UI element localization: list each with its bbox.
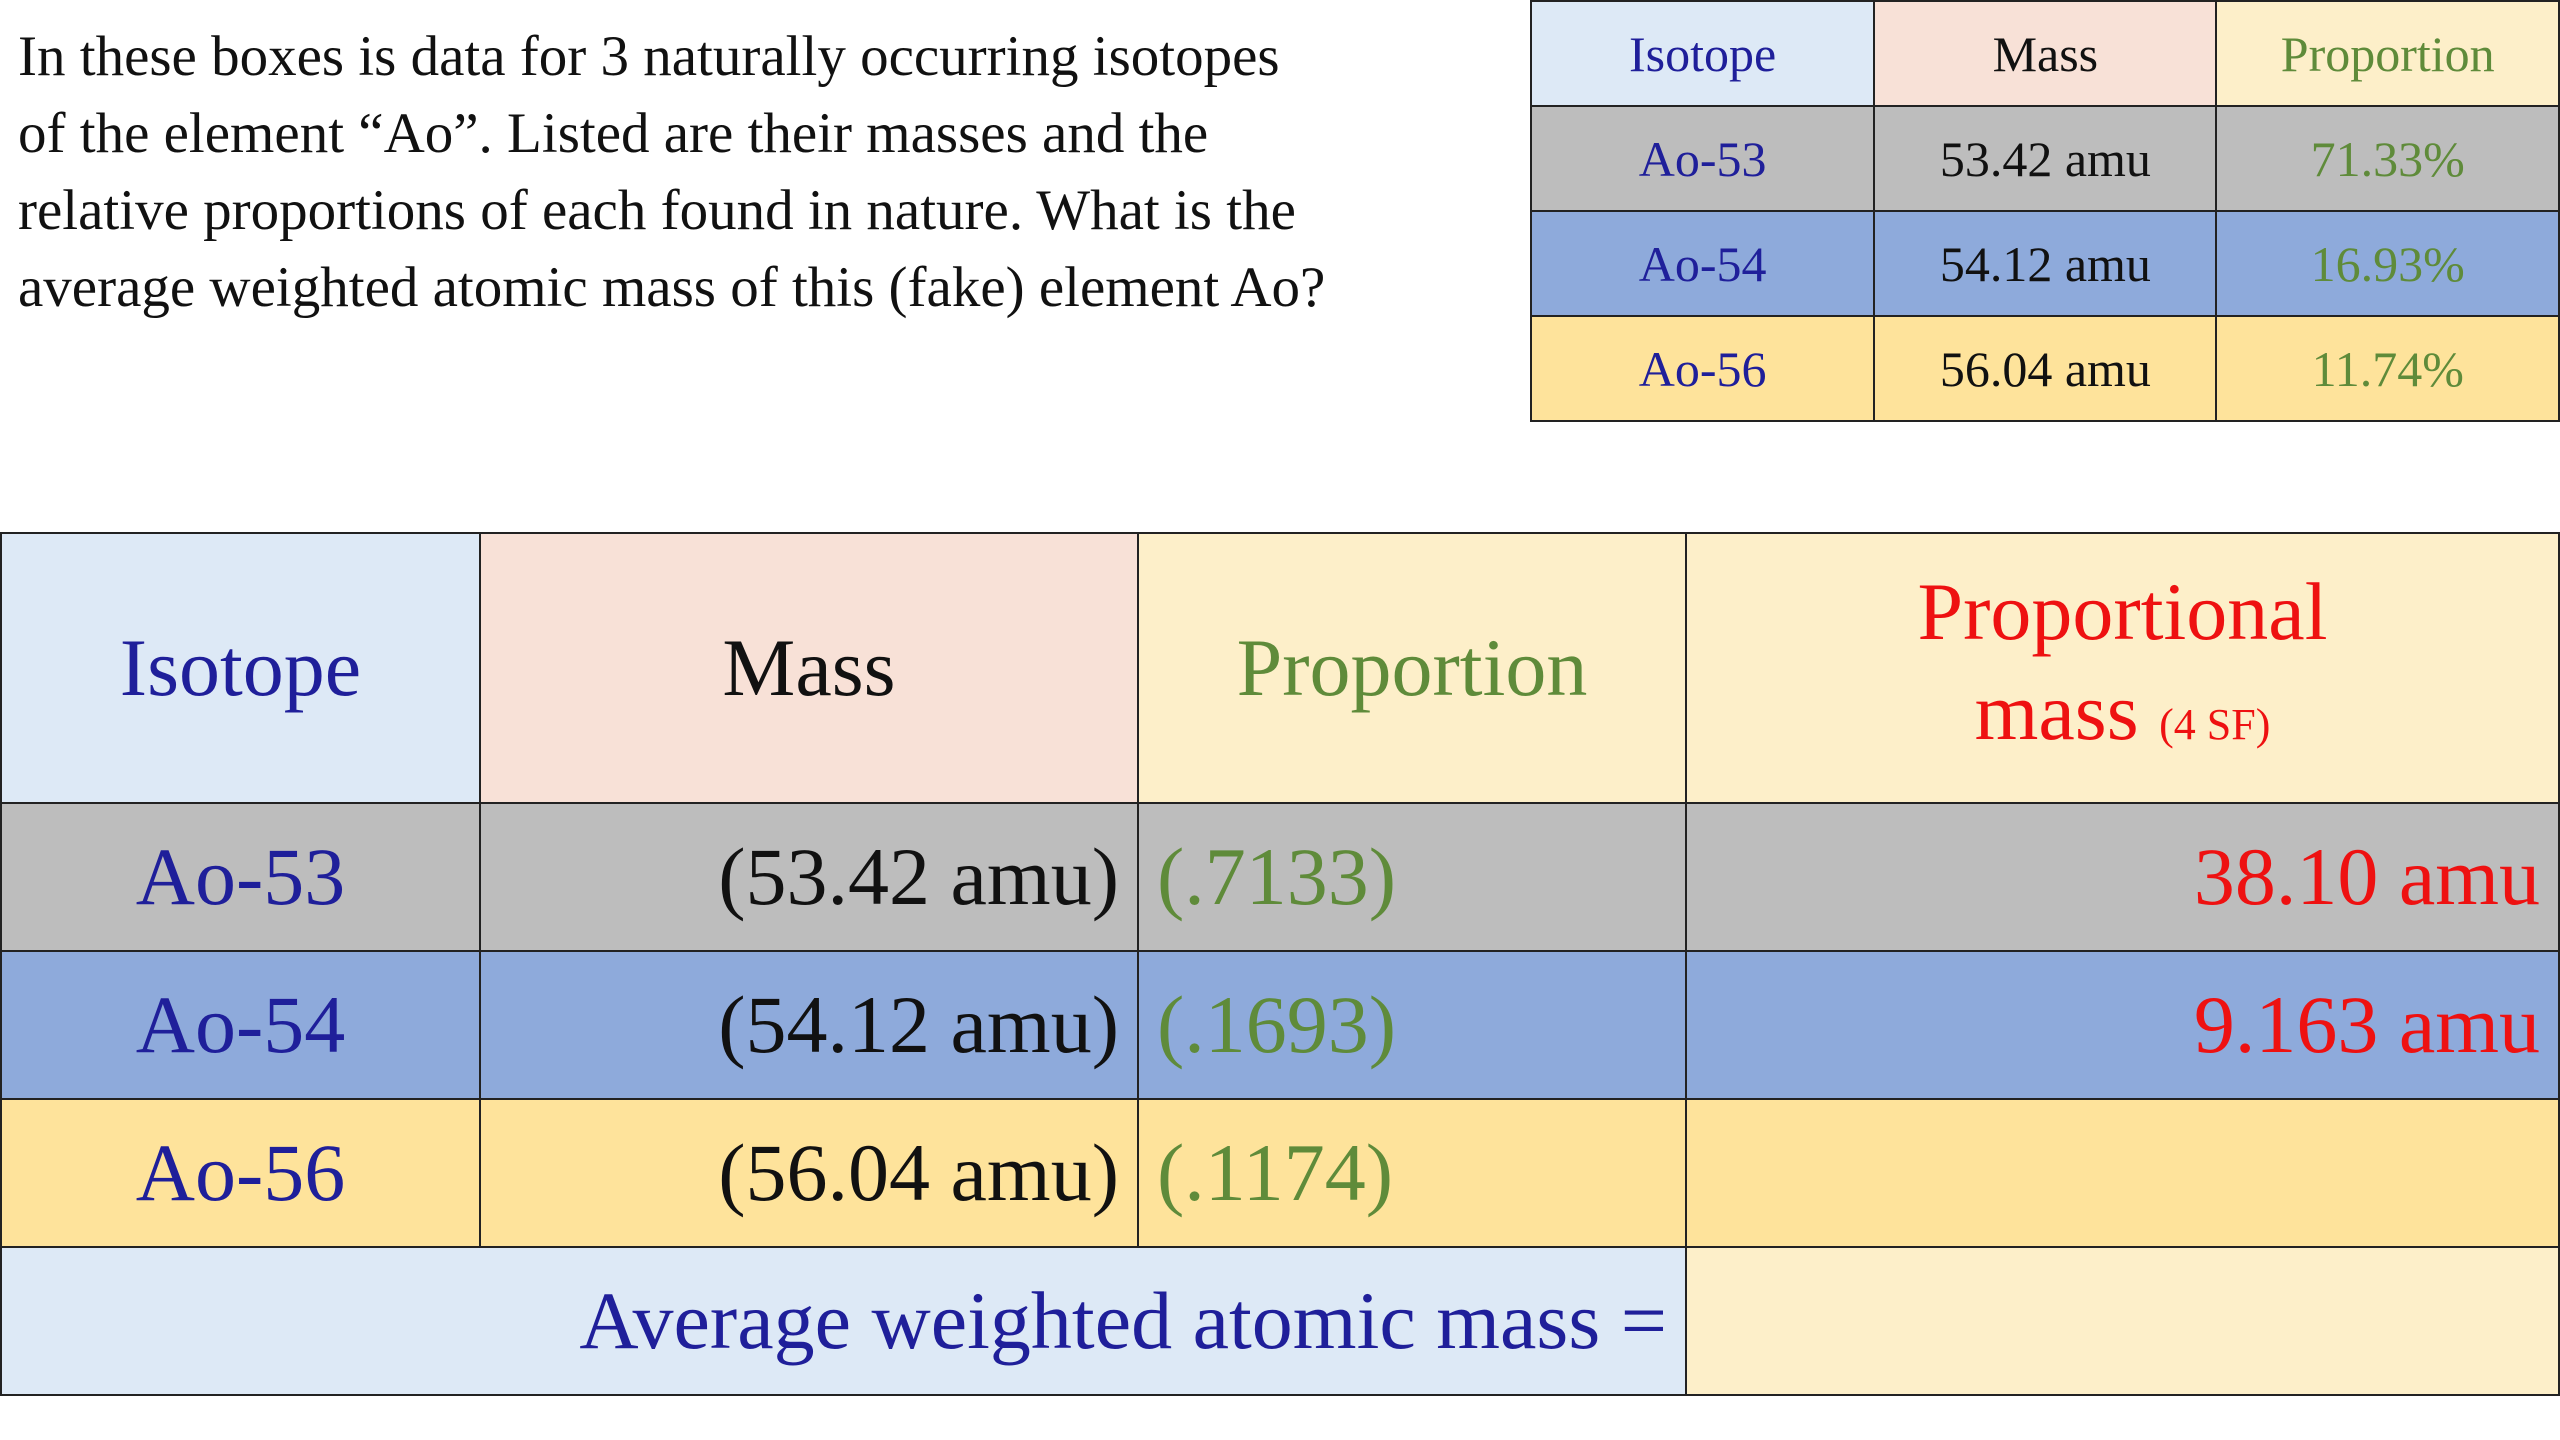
data-proportion-cell: 11.74%	[2215, 315, 2560, 422]
work-proportion-cell: (.7133)	[1137, 802, 1687, 952]
data-row-ao56: Ao-56 56.04 amu 11.74%	[1529, 315, 2560, 422]
work-header-proportion: Proportion	[1137, 532, 1687, 804]
work-proportional-mass-cell: 9.163 amu	[1685, 950, 2560, 1100]
data-mass-cell: 56.04 amu	[1873, 315, 2218, 422]
work-proportional-mass-cell	[1685, 1098, 2560, 1248]
work-table-header-row: Isotope Mass Proportion Proportional mas…	[0, 532, 2560, 804]
proportional-mass-title: Proportional	[1917, 565, 2328, 657]
proportional-mass-subtitle: mass (4 SF)	[1687, 662, 2558, 775]
data-row-ao53: Ao-53 53.42 amu 71.33%	[1529, 105, 2560, 212]
work-mass-cell: (54.12 amu)	[479, 950, 1139, 1100]
data-row-ao54: Ao-54 54.12 amu 16.93%	[1529, 210, 2560, 317]
work-mass-cell: (56.04 amu)	[479, 1098, 1139, 1248]
work-header-mass: Mass	[479, 532, 1139, 804]
data-isotope-cell: Ao-56	[1529, 315, 1876, 422]
work-isotope-cell: Ao-56	[0, 1098, 481, 1248]
work-row-ao53: Ao-53 (53.42 amu) (.7133) 38.10 amu	[0, 802, 2560, 952]
sig-fig-note: (4 SF)	[2159, 699, 2271, 749]
average-value-cell	[1685, 1246, 2560, 1396]
average-row: Average weighted atomic mass =	[0, 1246, 2560, 1396]
isotope-data-table: Isotope Mass Proportion Ao-53 53.42 amu …	[1529, 0, 2560, 422]
data-table-header-row: Isotope Mass Proportion	[1529, 0, 2560, 107]
data-header-mass: Mass	[1873, 0, 2218, 107]
work-proportional-mass-cell: 38.10 amu	[1685, 802, 2560, 952]
data-header-isotope: Isotope	[1529, 0, 1876, 107]
data-mass-cell: 53.42 amu	[1873, 105, 2218, 212]
data-header-proportion: Proportion	[2215, 0, 2560, 107]
work-isotope-cell: Ao-54	[0, 950, 481, 1100]
question-text: In these boxes is data for 3 naturally o…	[18, 25, 1326, 319]
work-row-ao54: Ao-54 (54.12 amu) (.1693) 9.163 amu	[0, 950, 2560, 1100]
work-row-ao56: Ao-56 (56.04 amu) (.1174)	[0, 1098, 2560, 1248]
work-mass-cell: (53.42 amu)	[479, 802, 1139, 952]
work-isotope-cell: Ao-53	[0, 802, 481, 952]
data-mass-cell: 54.12 amu	[1873, 210, 2218, 317]
data-proportion-cell: 16.93%	[2215, 210, 2560, 317]
work-header-proportional-mass: Proportional mass (4 SF)	[1685, 532, 2560, 804]
work-proportion-cell: (.1693)	[1137, 950, 1687, 1100]
work-table: Isotope Mass Proportion Proportional mas…	[0, 532, 2560, 1396]
data-proportion-cell: 71.33%	[2215, 105, 2560, 212]
work-proportion-cell: (.1174)	[1137, 1098, 1687, 1248]
proportional-mass-word: mass	[1974, 665, 2139, 757]
work-header-isotope: Isotope	[0, 532, 481, 804]
data-isotope-cell: Ao-53	[1529, 105, 1876, 212]
average-label: Average weighted atomic mass =	[0, 1246, 1687, 1396]
data-isotope-cell: Ao-54	[1529, 210, 1876, 317]
